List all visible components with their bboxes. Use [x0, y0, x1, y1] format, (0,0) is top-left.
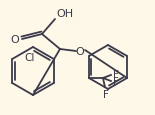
Text: OH: OH	[56, 9, 73, 19]
Text: F: F	[113, 76, 119, 86]
Text: O: O	[76, 47, 84, 56]
Text: O: O	[10, 35, 19, 45]
Text: F: F	[103, 89, 109, 99]
Text: Cl: Cl	[25, 53, 35, 62]
Text: F: F	[113, 69, 119, 79]
